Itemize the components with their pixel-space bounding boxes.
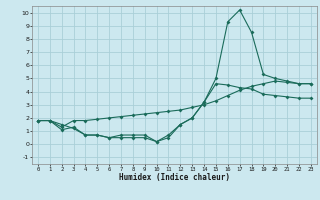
X-axis label: Humidex (Indice chaleur): Humidex (Indice chaleur) xyxy=(119,173,230,182)
